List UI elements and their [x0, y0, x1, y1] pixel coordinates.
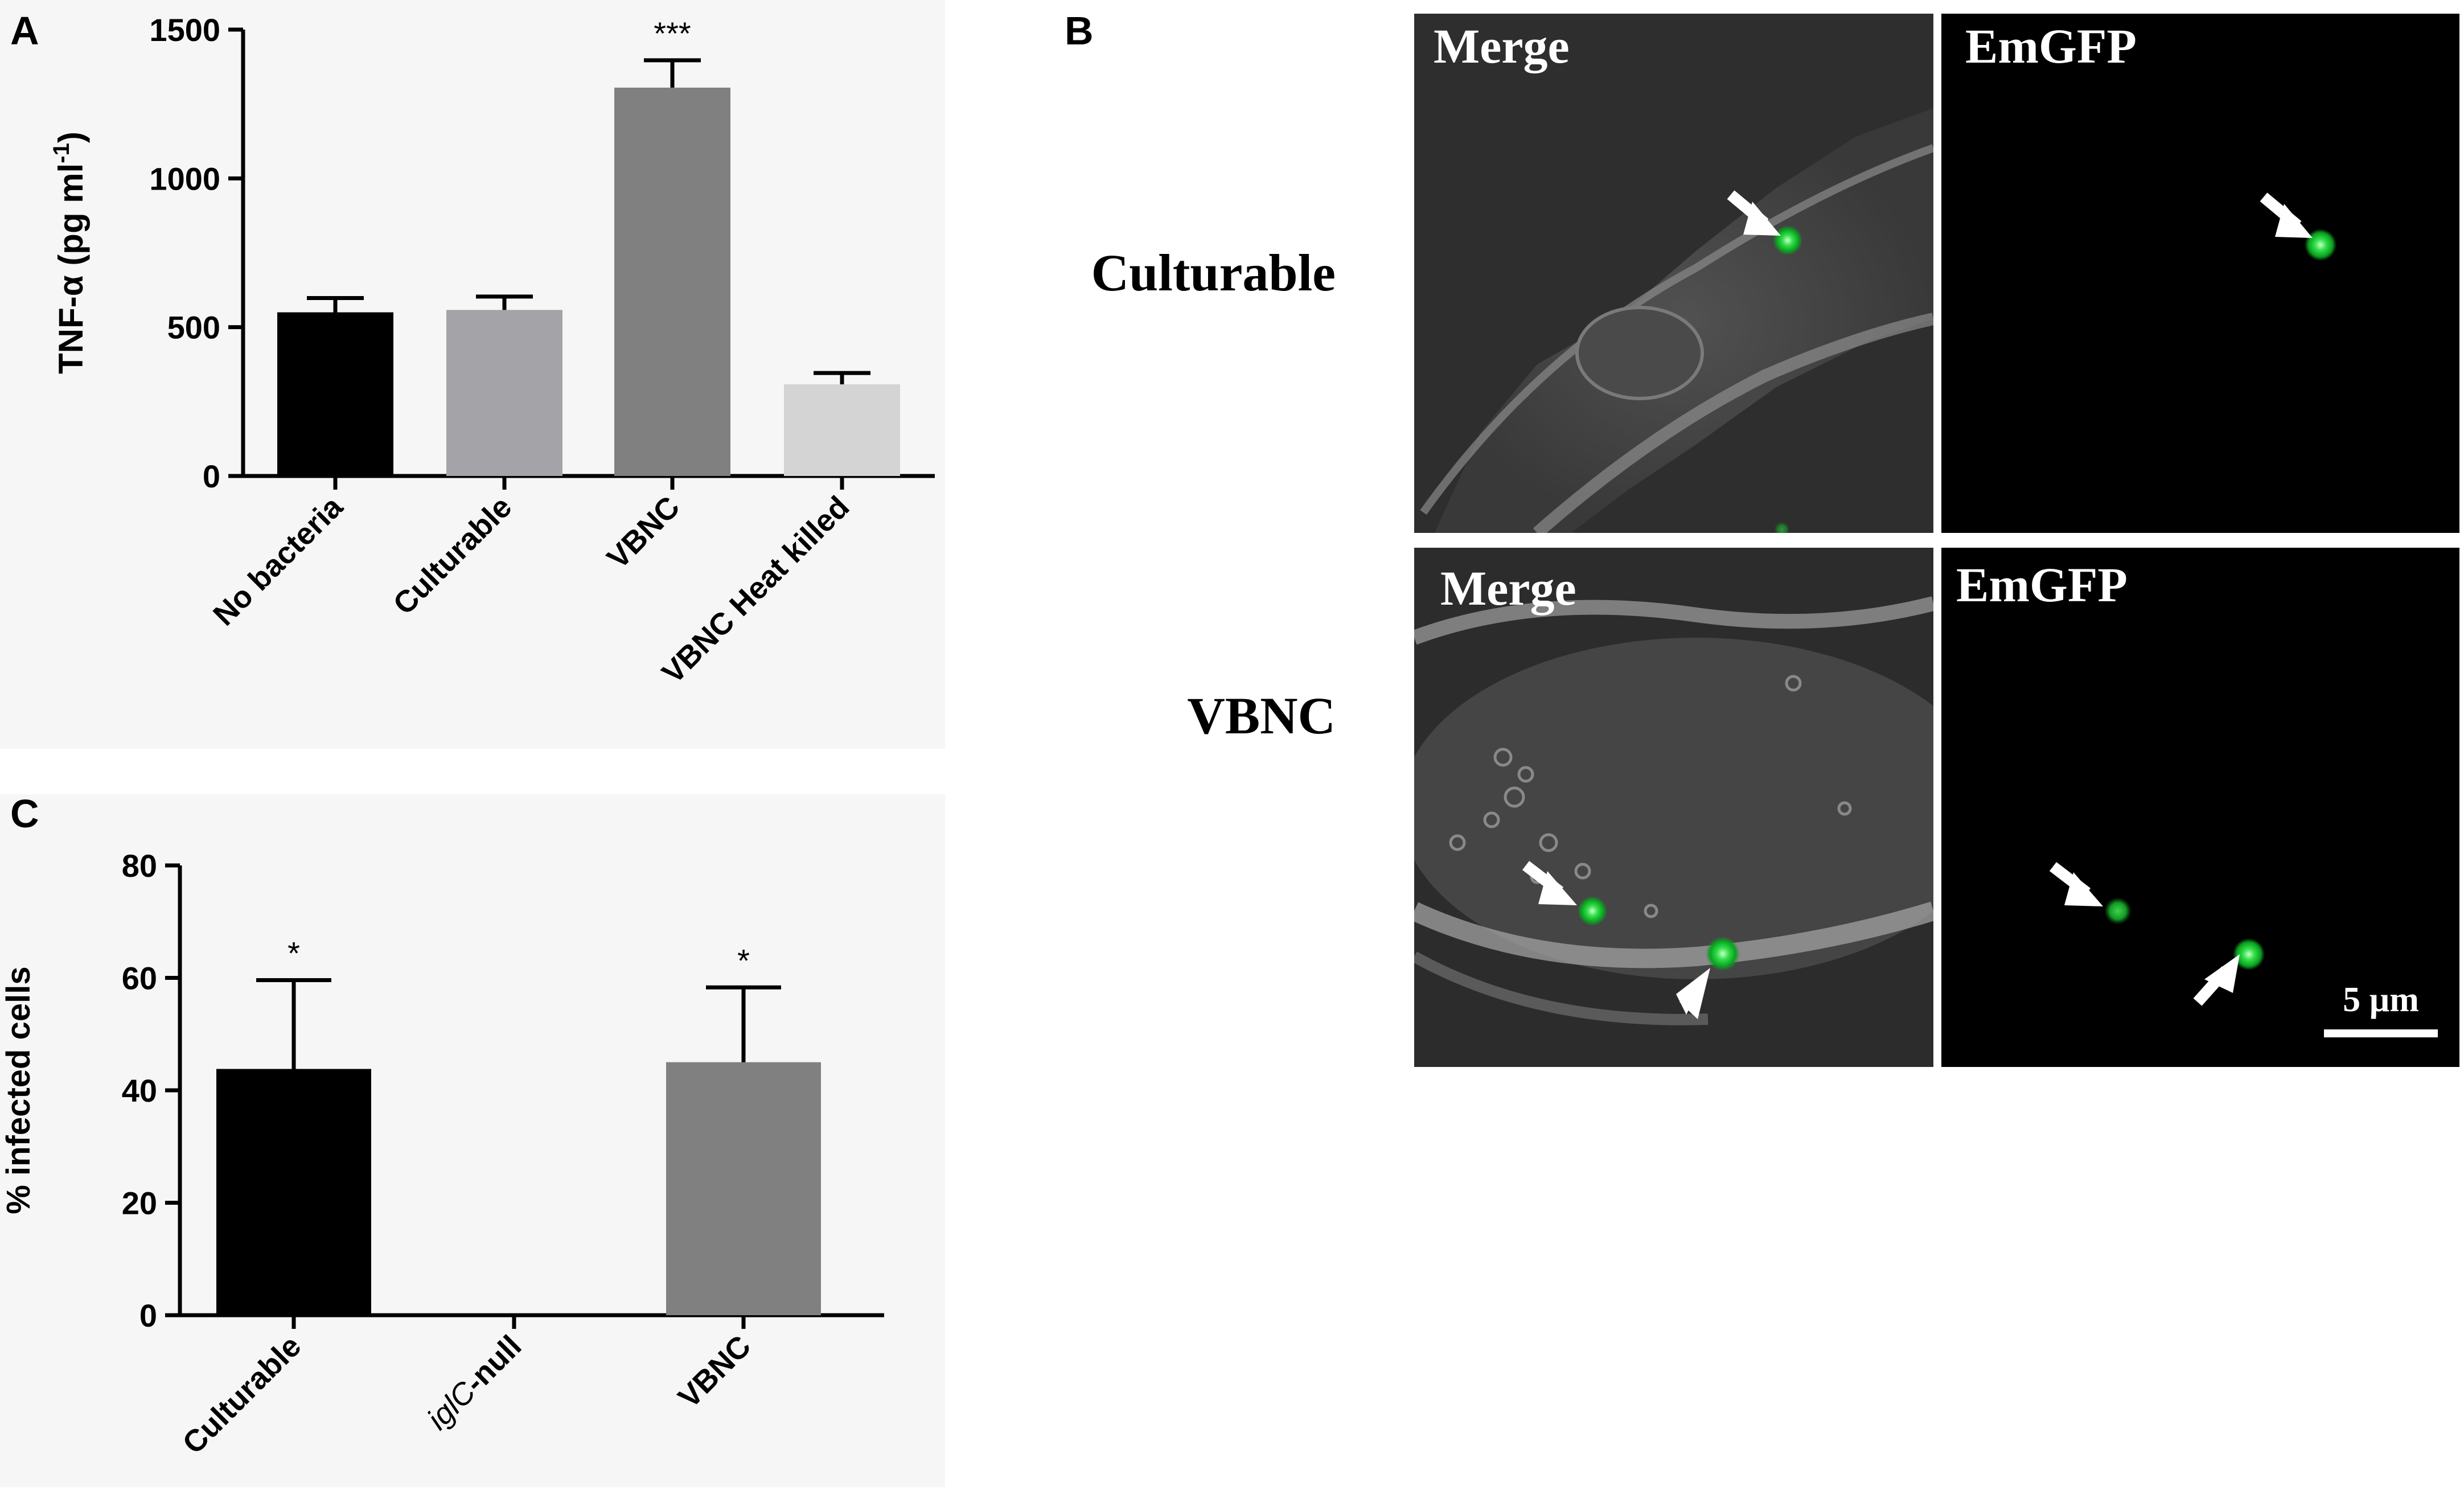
microscopy-panel: Culturable VBNC Merge EmGFP	[1091, 14, 2459, 1067]
arrow-icon	[1522, 861, 1577, 905]
scale-bar-label: 5 µm	[2343, 980, 2419, 1019]
arrow-icon	[2049, 862, 2103, 906]
y-tick-label: 0	[139, 1298, 157, 1333]
y-axis-label-suffix: )	[52, 132, 90, 143]
y-tick-label: 40	[122, 1073, 157, 1109]
y-axis-label: % infected cells	[0, 966, 37, 1214]
significance-marker: *	[288, 935, 300, 971]
bar	[666, 1062, 821, 1315]
merge-image-culturable	[1414, 14, 1933, 533]
y-tick-label: 20	[122, 1185, 157, 1221]
arrowhead-icon	[1676, 968, 1710, 1019]
arrow-icon	[1727, 190, 1781, 236]
y-tick-label: 0	[203, 458, 220, 494]
y-tick-label: 80	[122, 848, 157, 884]
y-tick-label: 1000	[149, 161, 220, 196]
row-label-culturable: Culturable	[1091, 244, 1336, 302]
bar	[784, 384, 900, 476]
y-tick-label: 60	[122, 961, 157, 996]
emgfp-image-culturable	[1941, 14, 2459, 533]
emgfp-label-top: EmGFP	[1965, 19, 2137, 73]
bar	[216, 1069, 371, 1315]
emgfp-image-vbnc	[1941, 548, 2459, 1067]
arrow-icon	[2193, 954, 2240, 1006]
row-label-vbnc: VBNC	[1187, 687, 1336, 745]
merge-label-top: Merge	[1434, 19, 1570, 73]
arrow-icon	[2260, 192, 2313, 238]
significance-marker: *	[737, 942, 750, 978]
panel-label-a: A	[10, 9, 39, 53]
y-axis-label: TNF-α (pg ml-1)	[49, 132, 90, 374]
panel-label-b: B	[1065, 9, 1094, 53]
y-tick-label: 1500	[149, 12, 220, 48]
merge-image-vbnc	[1414, 548, 1933, 1067]
bar	[446, 310, 562, 476]
emgfp-label-bottom: EmGFP	[1956, 557, 2128, 612]
y-tick-label: 500	[167, 310, 220, 346]
y-axis-label-text: TNF-α (pg ml	[52, 163, 90, 374]
merge-label-bottom: Merge	[1440, 561, 1576, 615]
significance-marker: ***	[654, 15, 691, 51]
y-axis-label-superscript: -1	[49, 143, 74, 163]
scale-bar	[2324, 1029, 2438, 1037]
bar	[277, 312, 393, 476]
bar	[614, 87, 730, 477]
panel-label-c: C	[10, 791, 39, 836]
